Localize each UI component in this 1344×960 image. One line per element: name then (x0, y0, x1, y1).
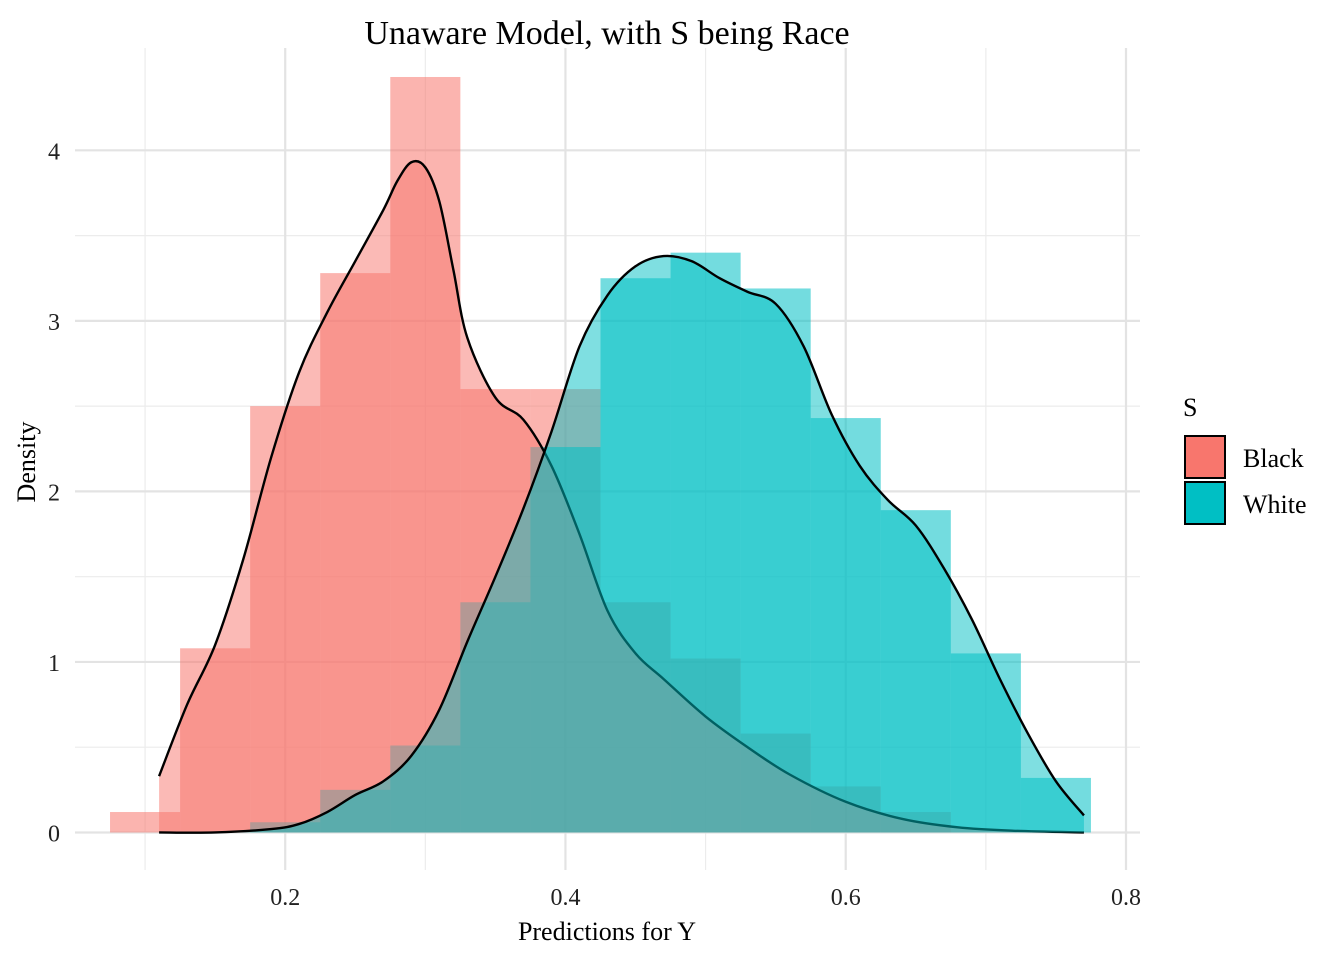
x-axis-title: Predictions for Y (518, 917, 696, 946)
axis-labels: 0.2 0.4 0.6 0.8 0 1 2 3 4 (48, 139, 1141, 911)
x-tick-label: 0.6 (831, 885, 861, 911)
density-curves (157, 159, 1085, 834)
legend-swatch-white (1184, 481, 1226, 525)
legend-swatch-black (1184, 435, 1226, 479)
legend-label-black: Black (1243, 444, 1304, 473)
x-tick-label: 0.8 (1111, 885, 1141, 911)
density-area-black (159, 161, 1084, 833)
y-tick-label: 3 (48, 310, 60, 336)
y-tick-label: 4 (48, 139, 60, 165)
chart-title: Unaware Model, with S being Race (364, 15, 849, 52)
y-tick-label: 2 (48, 480, 60, 506)
x-tick-label: 0.2 (270, 885, 300, 911)
legend-title: S (1183, 393, 1197, 422)
x-tick-label: 0.4 (550, 885, 580, 911)
legend: S Black White (1183, 393, 1307, 525)
y-tick-label: 0 (48, 821, 60, 847)
density-curve-white (159, 254, 1085, 834)
density-area-white (159, 255, 1084, 833)
y-tick-label: 1 (48, 651, 60, 677)
legend-label-white: White (1243, 490, 1307, 519)
y-axis-title: Density (12, 422, 41, 503)
